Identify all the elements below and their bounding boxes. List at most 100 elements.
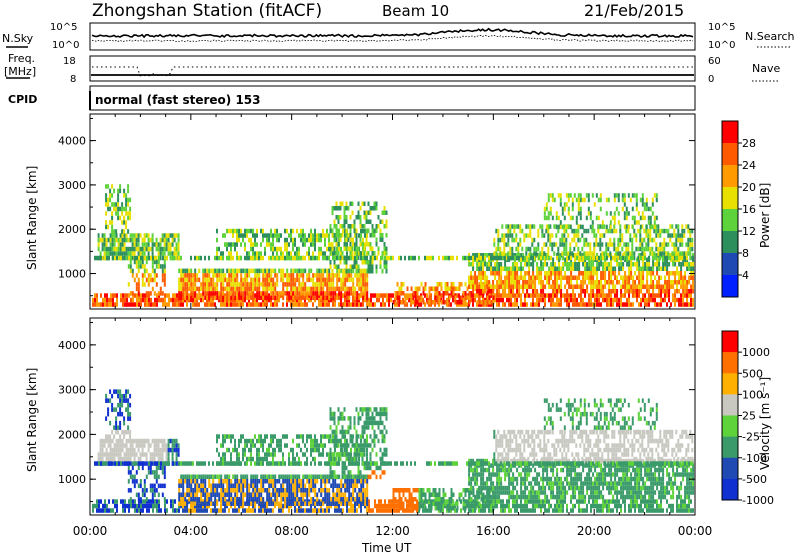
vel-cell-440: [488, 508, 490, 513]
power-cell-2692: [594, 266, 597, 271]
power-cell-3179: [569, 246, 572, 252]
power-cell-54: [136, 293, 138, 298]
power-cell-1588: [362, 286, 365, 292]
vel-cell-157: [234, 503, 236, 509]
power-cell-1621: [226, 242, 228, 247]
power-cell-675: [686, 302, 688, 307]
vel-cell-909: [121, 398, 124, 403]
power-cell-47: [132, 302, 134, 307]
power-cell-2464: [524, 275, 527, 280]
power-cell-3199: [579, 255, 582, 261]
power-cell-2810: [630, 271, 633, 276]
power-cell-2336: [488, 289, 491, 294]
power-cell-1942: [339, 224, 342, 229]
vel-cell-831: [163, 438, 166, 444]
power-cell-778: [133, 246, 136, 252]
power-cell-2417: [512, 289, 515, 294]
power-cell-1386: [292, 273, 295, 278]
power-cell-2498: [534, 280, 537, 285]
power-cell-635: [648, 297, 650, 303]
power-cell-1780: [308, 246, 310, 252]
vel-cell-824: [161, 452, 164, 457]
power-cell-1180: [226, 295, 229, 301]
power-cell-2330: [486, 284, 489, 289]
vel-cell-616: [646, 499, 648, 504]
vel-cell-16: [106, 508, 108, 513]
power-cell-1493: [328, 282, 331, 287]
power-cell-2902: [658, 262, 661, 267]
power-cell-1196: [230, 282, 233, 287]
vel-cell-532: [566, 508, 568, 513]
power-cell-1087: [192, 273, 195, 278]
power-cell-3383: [659, 228, 662, 234]
power-cell-660: [672, 293, 674, 298]
power-cell-579: [598, 297, 600, 303]
power-cell-2759: [614, 271, 617, 276]
vel-cell-1003: [163, 474, 166, 480]
vel-cell-238: [310, 499, 312, 504]
power-cell-1086: [192, 277, 195, 283]
vel-cell-420: [472, 508, 474, 513]
vel-cell-162: [238, 503, 240, 509]
vel-cell-696: [109, 456, 112, 462]
power-cell-645: [656, 293, 658, 298]
vel-cell-381: [438, 508, 440, 513]
power-cell-1975: [347, 206, 350, 211]
power-cell-1183: [226, 282, 229, 287]
power-cell-3403: [669, 255, 672, 261]
vel-cell-910: [121, 393, 124, 399]
vel-cell-921: [125, 389, 128, 394]
power-cell-1142: [212, 273, 215, 278]
power-cell-2422: [512, 266, 515, 271]
power-cell-1016: [155, 273, 158, 278]
power-cell-3519: [571, 197, 574, 203]
power-cell-835: [157, 242, 160, 247]
power-cell-1583: [360, 277, 363, 283]
power-cell-3736: [386, 255, 388, 261]
power-cell-2218: [460, 295, 463, 300]
vel-cell-275: [346, 503, 348, 509]
power-cell-734: [117, 251, 120, 256]
vel-cell-8: [98, 499, 100, 504]
vel-cell-753: [129, 438, 132, 444]
power-cell-2200: [448, 295, 451, 300]
power-cell-1009: [151, 259, 154, 265]
power-cell-2696: [596, 280, 599, 285]
power-cell-947: [125, 197, 128, 203]
power-cell-1622: [226, 228, 228, 234]
power-cell-2690: [594, 280, 597, 285]
vel-cell-635: [660, 499, 662, 504]
power-cell-1405: [298, 273, 301, 278]
power-cell-2405: [508, 284, 511, 289]
power-cell-1423: [304, 282, 307, 287]
power-cell-1711: [274, 233, 276, 238]
power-cell-1503: [332, 291, 335, 296]
power-cell-88: [166, 302, 168, 307]
power-cell-1612: [218, 246, 220, 252]
vel-cell-374: [428, 499, 430, 504]
power-cell-29: [116, 302, 118, 307]
power-cell-3468: [691, 228, 694, 234]
power-cell-1952: [343, 255, 346, 260]
power-cell-3333: [641, 251, 644, 256]
power-cell-1304: [264, 282, 267, 287]
power-cell-3322: [635, 233, 638, 238]
power-cell-3604: [635, 206, 638, 212]
power-cell-3282: [617, 237, 620, 243]
power-cell-1857: [346, 251, 348, 256]
vel-cell-602: [634, 499, 636, 504]
power-cell-3444: [683, 251, 686, 256]
power-cell-1361: [284, 273, 287, 278]
power-cell-3325: [637, 228, 640, 234]
power-cell-1291: [260, 291, 263, 296]
power-cell-273: [328, 302, 330, 307]
power-colorbar-swatch-7: [722, 275, 738, 298]
vel-cell-1017: [180, 474, 183, 479]
power-cell-2235: [478, 295, 481, 300]
power-cell-841: [161, 251, 164, 256]
power-cell-1741: [288, 233, 290, 238]
vel-cell-953: [137, 497, 140, 502]
power-cell-268: [324, 302, 326, 307]
power-cell-2167: [428, 300, 431, 305]
power-cell-1998: [353, 224, 356, 229]
